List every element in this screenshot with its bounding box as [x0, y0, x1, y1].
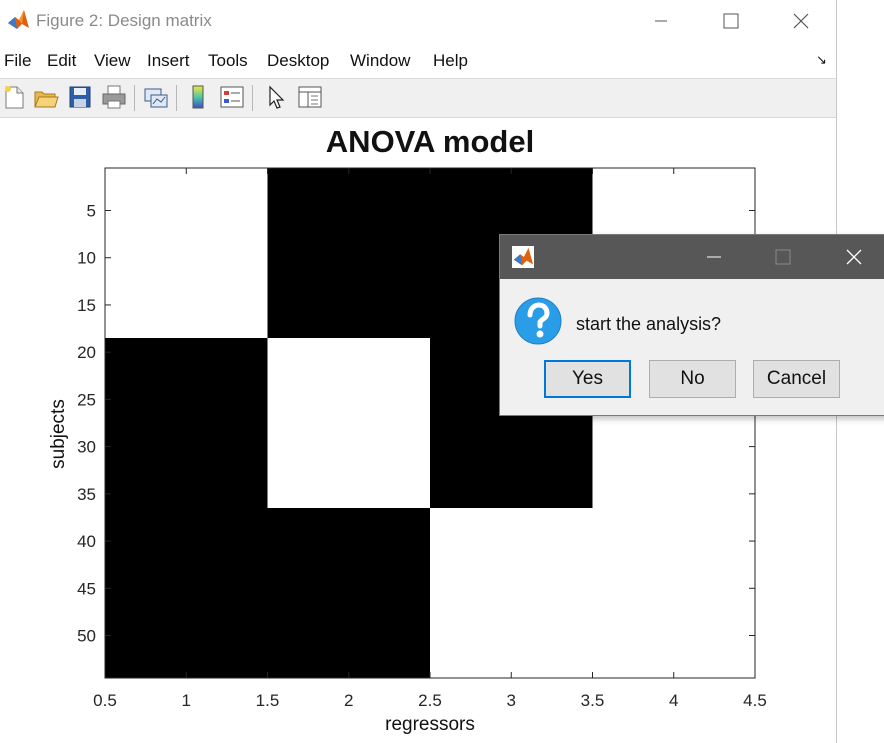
no-button[interactable]: No	[649, 360, 736, 398]
x-tick-label: 1.5	[256, 691, 280, 710]
menu-bar: File Edit View Insert Tools Desktop Wind…	[0, 44, 836, 76]
close-icon	[846, 249, 862, 265]
y-tick-label: 50	[77, 627, 96, 646]
toolbar-separator	[176, 85, 177, 111]
y-tick-label: 30	[77, 438, 96, 457]
x-tick-label: 0.5	[93, 691, 117, 710]
dialog-maximize-button	[760, 235, 806, 279]
link-plot-icon[interactable]	[142, 83, 170, 111]
close-icon	[793, 13, 809, 29]
menu-edit[interactable]: Edit	[47, 51, 77, 70]
x-tick-label: 3.5	[581, 691, 605, 710]
y-tick-label: 10	[77, 249, 96, 268]
chart-title: ANOVA model	[325, 124, 535, 159]
matrix-cell	[105, 168, 268, 338]
edit-plot-arrow-icon[interactable]	[262, 83, 290, 111]
y-axis-label: subjects	[48, 399, 69, 469]
x-tick-label: 4	[669, 691, 678, 710]
open-file-icon[interactable]	[32, 83, 60, 111]
matrix-cell	[267, 338, 430, 508]
minimize-icon	[655, 20, 667, 22]
question-icon	[514, 297, 562, 345]
matrix-cell	[105, 508, 268, 678]
y-tick-label: 45	[77, 579, 96, 598]
menu-desktop[interactable]: Desktop	[267, 51, 330, 70]
maximize-icon	[723, 13, 739, 29]
menu-view[interactable]: View	[94, 51, 131, 70]
x-tick-label: 2	[344, 691, 353, 710]
maximize-icon	[775, 249, 791, 265]
menu-tools[interactable]: Tools	[208, 51, 248, 70]
dialog-minimize-button[interactable]	[691, 235, 737, 279]
x-tick-label: 1	[182, 691, 191, 710]
new-figure-icon[interactable]	[0, 83, 28, 111]
toolbar-separator	[252, 85, 253, 111]
window-titlebar[interactable]: Figure 2: Design matrix	[0, 0, 836, 42]
property-inspector-icon[interactable]	[296, 83, 324, 111]
menu-help[interactable]: Help	[433, 51, 468, 70]
matrix-cell	[105, 338, 268, 508]
y-tick-label: 25	[77, 390, 96, 409]
figure-toolbar	[0, 78, 836, 118]
maximize-button[interactable]	[708, 0, 754, 42]
y-tick-label: 40	[77, 532, 96, 551]
y-tick-label: 35	[77, 485, 96, 504]
question-dialog: start the analysis? Yes No Cancel	[499, 234, 884, 416]
cancel-button[interactable]: Cancel	[753, 360, 840, 398]
matrix-cell	[592, 508, 755, 678]
legend-icon[interactable]	[218, 83, 246, 111]
menu-insert[interactable]: Insert	[147, 51, 190, 70]
minimize-icon	[707, 256, 721, 258]
menu-file[interactable]: File	[4, 51, 32, 70]
y-tick-label: 15	[77, 296, 96, 315]
matrix-cell	[430, 508, 593, 678]
x-tick-label: 2.5	[418, 691, 442, 710]
matrix-cell	[267, 168, 430, 338]
yes-button[interactable]: Yes	[544, 360, 631, 398]
dock-arrow-icon[interactable]: ↘	[816, 52, 827, 67]
dialog-close-button[interactable]	[831, 235, 877, 279]
x-tick-label: 4.5	[743, 691, 767, 710]
minimize-button[interactable]	[638, 0, 684, 42]
y-tick-label: 5	[87, 202, 96, 221]
window-title: Figure 2: Design matrix	[36, 11, 212, 30]
dialog-titlebar[interactable]	[500, 235, 884, 279]
colorbar-icon[interactable]	[184, 83, 212, 111]
dialog-message: start the analysis?	[576, 314, 722, 334]
matlab-logo-icon	[512, 246, 534, 268]
toolbar-separator	[134, 85, 135, 111]
matlab-logo-icon	[8, 10, 29, 29]
y-tick-label: 20	[77, 343, 96, 362]
x-axis-label: regressors	[385, 714, 475, 735]
matrix-cell	[267, 508, 430, 678]
save-icon[interactable]	[66, 83, 94, 111]
menu-window[interactable]: Window	[350, 51, 411, 70]
close-button[interactable]	[778, 0, 824, 42]
print-icon[interactable]	[100, 83, 128, 111]
x-tick-label: 3	[507, 691, 516, 710]
